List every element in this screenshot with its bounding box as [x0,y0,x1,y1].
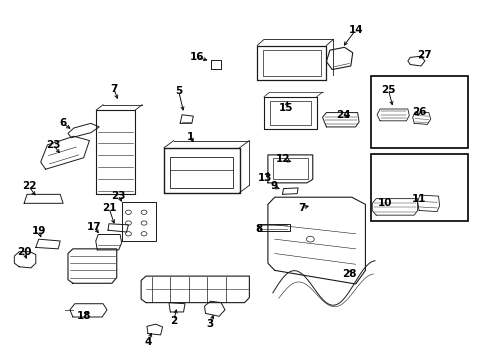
Bar [370,76,467,148]
Text: 24: 24 [335,111,349,121]
Text: 28: 28 [342,269,356,279]
Text: 2: 2 [170,316,177,325]
Text: 3: 3 [206,319,214,329]
Text: 9: 9 [270,181,277,192]
Text: 21: 21 [102,203,116,213]
Text: 8: 8 [255,225,262,234]
Bar [263,50,320,76]
Bar [370,154,467,221]
Text: 7: 7 [110,84,117,94]
Bar [272,158,307,179]
Text: 15: 15 [278,103,293,113]
Text: 25: 25 [380,85,395,95]
Text: 10: 10 [377,198,391,208]
Text: 18: 18 [76,311,91,320]
Bar [269,101,310,125]
Text: 7: 7 [298,203,305,213]
Text: 26: 26 [411,107,426,117]
Text: 14: 14 [347,25,362,35]
Text: 12: 12 [276,154,290,164]
Text: 20: 20 [17,247,31,257]
Text: 22: 22 [21,181,36,192]
Text: 23: 23 [46,140,61,150]
Text: 11: 11 [411,194,426,204]
Text: 1: 1 [187,132,194,142]
Text: 5: 5 [175,86,182,96]
Text: 19: 19 [32,226,46,236]
Text: 4: 4 [144,337,151,347]
Text: 13: 13 [257,173,272,183]
Text: 23: 23 [111,191,126,201]
Text: 6: 6 [60,118,66,128]
Text: 16: 16 [189,52,203,62]
Text: 17: 17 [87,222,102,232]
Text: 27: 27 [417,50,431,60]
Bar [170,157,232,188]
